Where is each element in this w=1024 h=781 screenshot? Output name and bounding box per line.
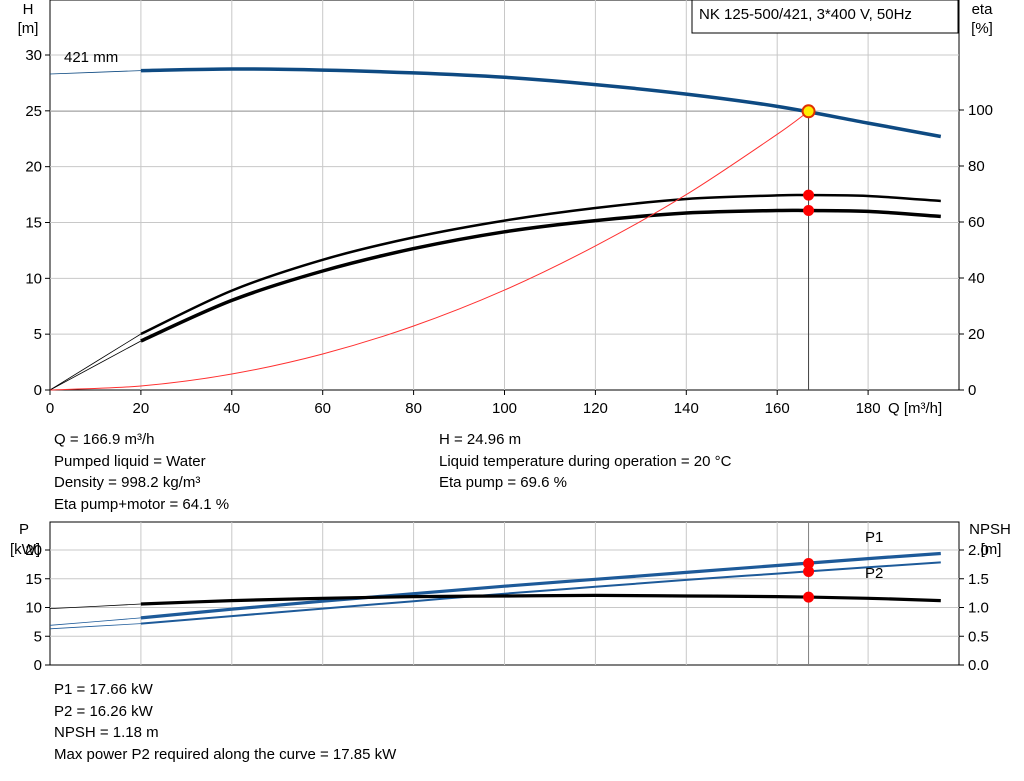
npsh-curve-extension <box>49 603 141 609</box>
p1-marker <box>803 557 815 569</box>
bottom-y-left-tick-label: 15 <box>25 571 42 588</box>
bottom-y-left-tick-label: 10 <box>25 600 42 617</box>
top-y-left-tick-label: 5 <box>34 326 42 343</box>
top-info-right: H = 24.96 m Liquid temperature during op… <box>439 429 731 494</box>
top-y-left-tick-label: 15 <box>25 215 42 232</box>
head-curve <box>140 67 942 139</box>
top-y-left-tick-label: 25 <box>25 103 42 120</box>
top-y-left-tick-label: 20 <box>25 159 42 176</box>
bottom-y-left-tick-label: 0 <box>34 657 42 674</box>
p2-curve-extension <box>49 623 141 630</box>
top-y-left-unit: [m] <box>18 20 39 37</box>
top-x-tick-label: 40 <box>223 400 240 417</box>
bottom-y-left-tick-label: 5 <box>34 628 42 645</box>
top-y-right-label: eta <box>972 1 994 18</box>
info-p1: P1 = 17.66 kW <box>54 681 153 698</box>
top-y-right-unit: [%] <box>971 20 993 37</box>
title-box <box>691 0 959 34</box>
bottom-y-right-tick-label: 0.0 <box>968 657 989 674</box>
title-text: NK 125-500/421, 3*400 V, 50Hz <box>699 6 912 23</box>
bottom-y-right-unit: [m] <box>981 541 1002 558</box>
top-ticks: 0 20 40 60 80 100 120 140 160 180 0 5 10 15 20 25 30 0 20 4… <box>25 47 993 417</box>
top-y-left-tick-label: 10 <box>25 270 42 287</box>
top-y-right-tick-label: 40 <box>968 270 985 287</box>
info-p2: P2 = 16.26 kW <box>54 702 153 720</box>
top-curves <box>49 67 942 391</box>
bottom-y-right-tick-label: 1.5 <box>968 571 989 588</box>
bottom-y-left-tick-label: 20 <box>25 542 42 559</box>
info-npsh: NPSH = 1.18 m <box>54 724 159 741</box>
top-x-tick-label: 120 <box>583 400 608 417</box>
top-x-tick-label: 160 <box>765 400 790 417</box>
info-h: H = 24.96 m <box>439 431 522 448</box>
top-y-left-tick-label: 30 <box>25 47 42 64</box>
head-curve-extension <box>49 70 141 75</box>
info-eta-pump-motor: Eta pump+motor = 64.1 % <box>54 495 230 513</box>
bottom-curves <box>49 522 941 665</box>
impeller-label: 421 mm <box>64 49 118 66</box>
bottom-ticks: 0 5 10 15 20 0.0 0.5 1.0 1.5 2.0 <box>25 542 989 674</box>
top-y-right-tick-label: 0 <box>968 382 976 399</box>
info-eta-pump: Eta pump = 69.6 % <box>439 474 567 491</box>
info-pumped-liquid: Pumped liquid = Water <box>54 452 206 470</box>
top-x-tick-label: 80 <box>405 400 422 417</box>
eta-pump-motor-marker <box>803 205 815 217</box>
info-density: Density = 998.2 kg/m³ <box>54 474 201 491</box>
p1-curve <box>140 551 941 620</box>
top-y-left-tick-label: 0 <box>34 382 42 399</box>
top-x-tick-label: 180 <box>856 400 881 417</box>
top-y-left-label: H <box>23 1 34 18</box>
bottom-y-right-tick-label: 0.5 <box>968 628 989 645</box>
eta-curve-extension <box>49 333 142 391</box>
top-info-left: Q = 166.9 m³/h Pumped liquid = Water Den… <box>54 429 229 515</box>
operating-point-marker <box>801 104 816 119</box>
npsh-curve <box>140 593 941 606</box>
p2-curve <box>140 561 941 625</box>
bottom-y-right-tick-label: 2.0 <box>968 542 989 559</box>
npsh-marker <box>803 591 815 603</box>
eta-pump-marker <box>803 189 815 201</box>
p1-curve-extension <box>49 617 141 626</box>
top-x-tick-label: 140 <box>674 400 699 417</box>
system-curve <box>49 110 809 391</box>
top-x-tick-label: 60 <box>314 400 331 417</box>
top-y-right-tick-label: 100 <box>968 102 993 119</box>
p2-marker <box>803 566 815 578</box>
p1-series-label: P1 <box>865 529 883 546</box>
eta-curve-extension <box>49 340 142 391</box>
top-x-tick-label: 20 <box>133 400 150 417</box>
bottom-y-right-label: NPSH <box>969 521 1011 538</box>
bottom-info: P1 = 17.66 kW P2 = 16.26 kW NPSH = 1.18 … <box>54 679 396 765</box>
top-y-right-tick-label: 80 <box>968 158 985 175</box>
bottom-y-left-unit: [kW] <box>10 541 40 558</box>
info-liquid-temperature: Liquid temperature during operation = 20… <box>439 452 732 470</box>
info-max-power: Max power P2 required along the curve = … <box>54 745 397 763</box>
top-x-tick-label: 100 <box>492 400 517 417</box>
bottom-y-right-tick-label: 1.0 <box>968 600 989 617</box>
bottom-y-left-label: P <box>19 521 29 538</box>
top-x-tick-label: 0 <box>46 400 54 417</box>
top-y-right-tick-label: 20 <box>968 326 985 343</box>
top-y-right-tick-label: 60 <box>968 214 985 231</box>
info-q: Q = 166.9 m³/h <box>54 431 155 448</box>
top-x-label: Q [m³/h] <box>888 400 942 417</box>
p2-series-label: P2 <box>865 565 883 582</box>
